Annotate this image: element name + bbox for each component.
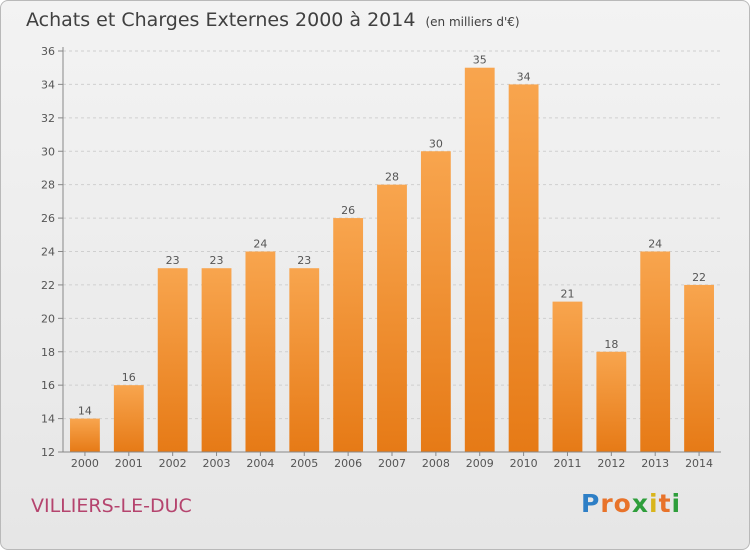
bar-value-label: 28 bbox=[385, 171, 399, 184]
y-tick-label: 32 bbox=[41, 112, 55, 125]
bar-value-label: 26 bbox=[341, 204, 355, 217]
logo-letter: o bbox=[613, 489, 632, 518]
x-tick-label: 2003 bbox=[203, 457, 231, 470]
logo-letter: t bbox=[658, 489, 672, 518]
x-tick-label: 2000 bbox=[71, 457, 99, 470]
logo-letter: r bbox=[600, 489, 614, 518]
bar-2000 bbox=[70, 418, 100, 452]
bar-2012 bbox=[596, 351, 627, 452]
bar-2009 bbox=[464, 67, 495, 452]
x-tick-label: 2013 bbox=[641, 457, 669, 470]
proxiti-logo[interactable]: Proxiti bbox=[581, 489, 681, 518]
x-tick-label: 2005 bbox=[290, 457, 318, 470]
bar-value-label: 23 bbox=[297, 254, 311, 267]
bar-2011 bbox=[552, 301, 583, 452]
bar-value-label: 18 bbox=[604, 338, 618, 351]
place-name: VILLIERS-LE-DUC bbox=[31, 495, 192, 517]
bar-value-label: 24 bbox=[253, 238, 267, 251]
x-tick-label: 2012 bbox=[597, 457, 625, 470]
y-tick-label: 34 bbox=[41, 78, 55, 91]
bar-2013 bbox=[640, 251, 671, 452]
x-tick-label: 2008 bbox=[422, 457, 450, 470]
logo-letter: i bbox=[649, 489, 659, 518]
y-tick-label: 20 bbox=[41, 312, 55, 325]
bar-value-label: 35 bbox=[473, 54, 487, 67]
bar-2010 bbox=[508, 84, 539, 453]
x-tick-label: 2009 bbox=[466, 457, 494, 470]
logo-letter: P bbox=[581, 489, 601, 518]
bar-value-label: 30 bbox=[429, 137, 443, 150]
y-tick-label: 36 bbox=[41, 45, 55, 58]
bar-2005 bbox=[289, 268, 320, 452]
x-tick-label: 2014 bbox=[685, 457, 713, 470]
axes: 12 14 16 18 20 22 24 26 28 30 32 34 36 2000 2001 2002 20… bbox=[41, 45, 721, 470]
bar-2001 bbox=[113, 385, 144, 452]
y-tick-label: 28 bbox=[41, 179, 55, 192]
x-tick-label: 2007 bbox=[378, 457, 406, 470]
y-tick-label: 18 bbox=[41, 346, 55, 359]
x-tick-label: 2006 bbox=[334, 457, 362, 470]
x-tick-label: 2004 bbox=[246, 457, 274, 470]
logo-letter: i bbox=[671, 489, 682, 518]
y-tick-label: 22 bbox=[41, 279, 55, 292]
y-tick-label: 30 bbox=[41, 145, 55, 158]
x-tick-label: 2002 bbox=[159, 457, 187, 470]
y-tick-label: 24 bbox=[41, 246, 55, 259]
x-tick-label: 2001 bbox=[115, 457, 143, 470]
bars: 14 16 23 23 24 23 26 28 30 35 34 21 18 24 22 bbox=[70, 54, 714, 453]
bar-value-label: 21 bbox=[560, 288, 574, 301]
chart-title: Achats et Charges Externes 2000 à 2014 (e… bbox=[26, 9, 520, 31]
bar-value-label: 34 bbox=[517, 70, 531, 83]
bar-2006 bbox=[333, 218, 364, 452]
x-tick-label: 2011 bbox=[553, 457, 581, 470]
bar-2007 bbox=[377, 184, 407, 452]
bar-2002 bbox=[157, 268, 188, 452]
y-tick-label: 26 bbox=[41, 212, 55, 225]
bar-2003 bbox=[201, 268, 232, 452]
title-unit: (en milliers d'€) bbox=[425, 15, 520, 29]
y-tick-label: 14 bbox=[41, 413, 55, 426]
bar-2008 bbox=[420, 151, 451, 452]
bar-2004 bbox=[245, 251, 276, 452]
title-text: Achats et Charges Externes 2000 à 2014 bbox=[26, 9, 416, 31]
bar-value-label: 23 bbox=[166, 254, 180, 267]
y-tick-label: 12 bbox=[41, 446, 55, 459]
bar-value-label: 14 bbox=[78, 405, 92, 418]
bar-value-label: 23 bbox=[210, 254, 224, 267]
bar-value-label: 16 bbox=[122, 371, 136, 384]
bar-value-label: 24 bbox=[648, 238, 662, 251]
logo-letter: x bbox=[631, 489, 649, 518]
bar-value-label: 22 bbox=[692, 271, 706, 284]
x-tick-label: 2010 bbox=[510, 457, 538, 470]
y-tick-label: 16 bbox=[41, 379, 55, 392]
bar-2014 bbox=[684, 284, 714, 452]
